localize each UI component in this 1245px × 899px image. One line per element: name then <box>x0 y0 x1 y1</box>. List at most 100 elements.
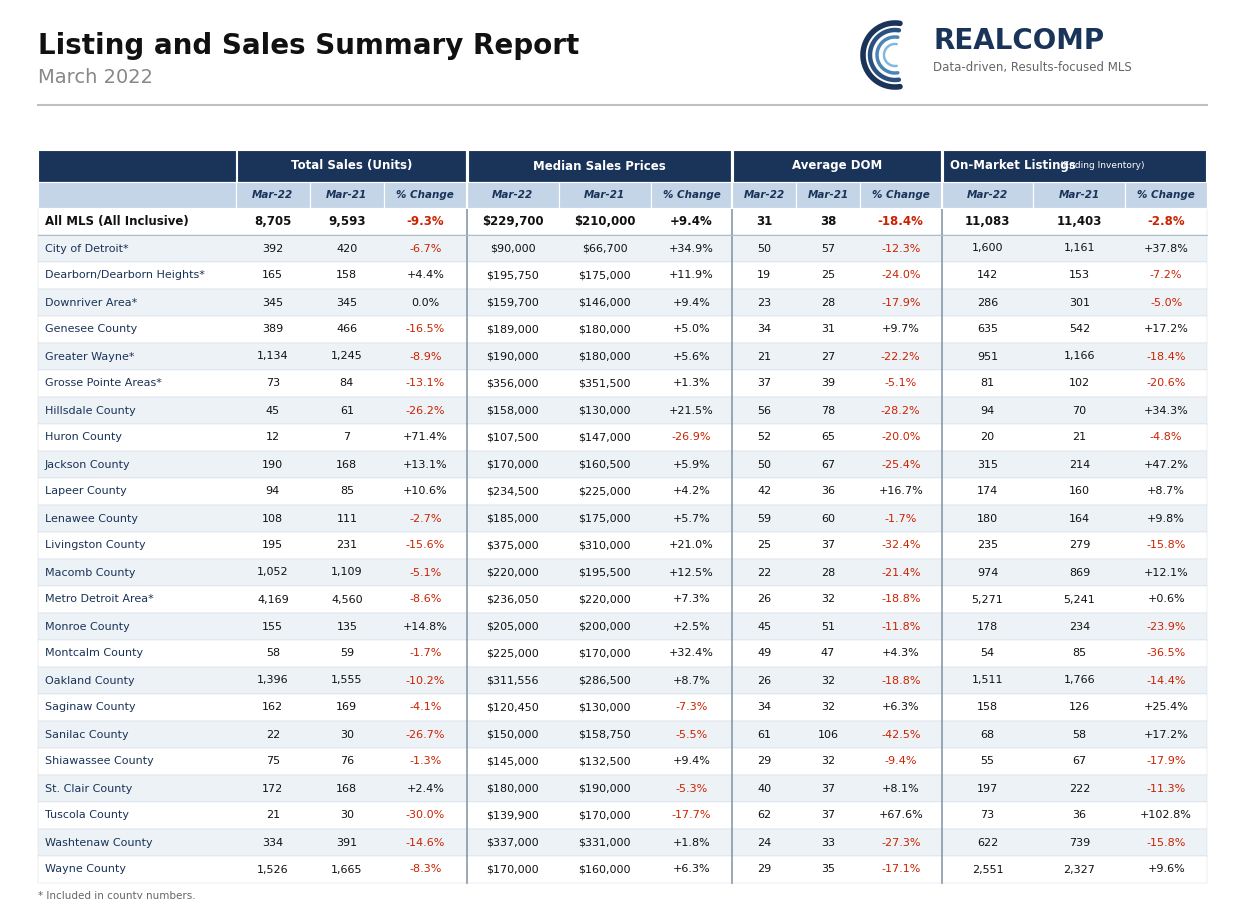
Text: +5.9%: +5.9% <box>672 459 711 469</box>
Text: 21: 21 <box>265 811 280 821</box>
Text: 1,109: 1,109 <box>331 567 362 577</box>
Text: $286,500: $286,500 <box>578 675 631 686</box>
Text: $130,000: $130,000 <box>579 702 631 713</box>
Text: -5.5%: -5.5% <box>675 729 707 740</box>
Text: 35: 35 <box>820 865 835 875</box>
Text: 391: 391 <box>336 838 357 848</box>
Text: 8,705: 8,705 <box>254 215 291 228</box>
Text: (Ending Inventory): (Ending Inventory) <box>1074 159 1164 168</box>
Text: Grosse Pointe Areas*: Grosse Pointe Areas* <box>45 378 162 388</box>
Text: $190,000: $190,000 <box>487 352 539 361</box>
Text: -25.4%: -25.4% <box>881 459 920 469</box>
Text: 73: 73 <box>265 378 280 388</box>
Text: 420: 420 <box>336 244 357 254</box>
Bar <box>39 505 1206 532</box>
Text: 30: 30 <box>340 811 354 821</box>
Text: $180,000: $180,000 <box>487 784 539 794</box>
Text: +9.4%: +9.4% <box>672 756 711 767</box>
Text: +7.3%: +7.3% <box>672 594 711 604</box>
Bar <box>39 667 1206 694</box>
Text: -9.4%: -9.4% <box>884 756 918 767</box>
Text: Monroe County: Monroe County <box>45 621 129 631</box>
Bar <box>941 182 1033 208</box>
Text: -26.7%: -26.7% <box>406 729 444 740</box>
Text: +6.3%: +6.3% <box>672 865 710 875</box>
Text: +4.3%: +4.3% <box>881 648 920 658</box>
Text: -20.0%: -20.0% <box>881 432 920 442</box>
Text: +67.6%: +67.6% <box>878 811 923 821</box>
Text: $175,000: $175,000 <box>579 271 631 280</box>
Bar <box>383 182 467 208</box>
Text: $146,000: $146,000 <box>579 298 631 307</box>
Text: Median Sales Prices: Median Sales Prices <box>533 159 666 173</box>
Text: $225,000: $225,000 <box>487 648 539 658</box>
Bar <box>39 370 1206 397</box>
Text: -6.7%: -6.7% <box>410 244 442 254</box>
Text: 65: 65 <box>820 432 835 442</box>
Text: +17.2%: +17.2% <box>1144 325 1189 334</box>
Text: 172: 172 <box>263 784 284 794</box>
Text: 1,665: 1,665 <box>331 865 362 875</box>
Text: +21.5%: +21.5% <box>669 405 713 415</box>
Text: 739: 739 <box>1068 838 1091 848</box>
Text: 50: 50 <box>757 244 771 254</box>
Text: 135: 135 <box>336 621 357 631</box>
Text: 392: 392 <box>263 244 284 254</box>
Text: Livingston County: Livingston County <box>45 540 146 550</box>
Text: $331,000: $331,000 <box>579 838 631 848</box>
Text: +2.5%: +2.5% <box>672 621 711 631</box>
Text: 158: 158 <box>336 271 357 280</box>
Text: 542: 542 <box>1068 325 1091 334</box>
Text: -15.8%: -15.8% <box>1147 540 1185 550</box>
Text: $170,000: $170,000 <box>579 811 631 821</box>
Text: 52: 52 <box>757 432 771 442</box>
Text: -28.2%: -28.2% <box>881 405 920 415</box>
Text: 32: 32 <box>820 702 835 713</box>
Bar <box>39 397 1206 424</box>
Text: 24: 24 <box>757 838 772 848</box>
Text: 47: 47 <box>820 648 835 658</box>
Text: $170,000: $170,000 <box>579 648 631 658</box>
Text: $234,500: $234,500 <box>487 486 539 496</box>
Text: Mar-22: Mar-22 <box>253 190 294 200</box>
Text: 31: 31 <box>756 215 772 228</box>
Text: Tuscola County: Tuscola County <box>45 811 129 821</box>
Text: 12: 12 <box>265 432 280 442</box>
Text: Mar-21: Mar-21 <box>584 190 625 200</box>
Text: 85: 85 <box>340 486 354 496</box>
Text: 68: 68 <box>980 729 995 740</box>
Text: 180: 180 <box>977 513 998 523</box>
Text: Sanilac County: Sanilac County <box>45 729 128 740</box>
Text: -42.5%: -42.5% <box>881 729 920 740</box>
Text: % Change: % Change <box>872 190 930 200</box>
Text: 81: 81 <box>980 378 995 388</box>
Text: * Included in county numbers.: * Included in county numbers. <box>39 891 195 899</box>
Text: St. Clair County: St. Clair County <box>45 784 132 794</box>
Bar <box>39 316 1206 343</box>
Text: 34: 34 <box>757 702 771 713</box>
Text: $180,000: $180,000 <box>579 352 631 361</box>
Text: 59: 59 <box>757 513 771 523</box>
Bar <box>39 289 1206 316</box>
Text: 102: 102 <box>1068 378 1089 388</box>
Bar <box>39 424 1206 451</box>
Text: -2.8%: -2.8% <box>1148 215 1185 228</box>
Text: 36: 36 <box>1072 811 1087 821</box>
Text: 153: 153 <box>1069 271 1089 280</box>
Bar <box>39 586 1206 613</box>
Text: March 2022: March 2022 <box>39 68 153 87</box>
Bar <box>39 613 1206 640</box>
Text: All MLS (All Inclusive): All MLS (All Inclusive) <box>45 215 189 228</box>
Bar <box>796 182 860 208</box>
Text: 58: 58 <box>1072 729 1087 740</box>
Bar <box>39 451 1206 478</box>
Bar <box>39 182 235 208</box>
Text: 25: 25 <box>757 540 771 550</box>
Text: -11.8%: -11.8% <box>881 621 920 631</box>
Text: +34.3%: +34.3% <box>1144 405 1189 415</box>
Text: 2,551: 2,551 <box>971 865 1003 875</box>
Text: 11,403: 11,403 <box>1057 215 1102 228</box>
Text: -21.4%: -21.4% <box>881 567 920 577</box>
Text: -8.9%: -8.9% <box>410 352 442 361</box>
Text: -4.8%: -4.8% <box>1150 432 1183 442</box>
